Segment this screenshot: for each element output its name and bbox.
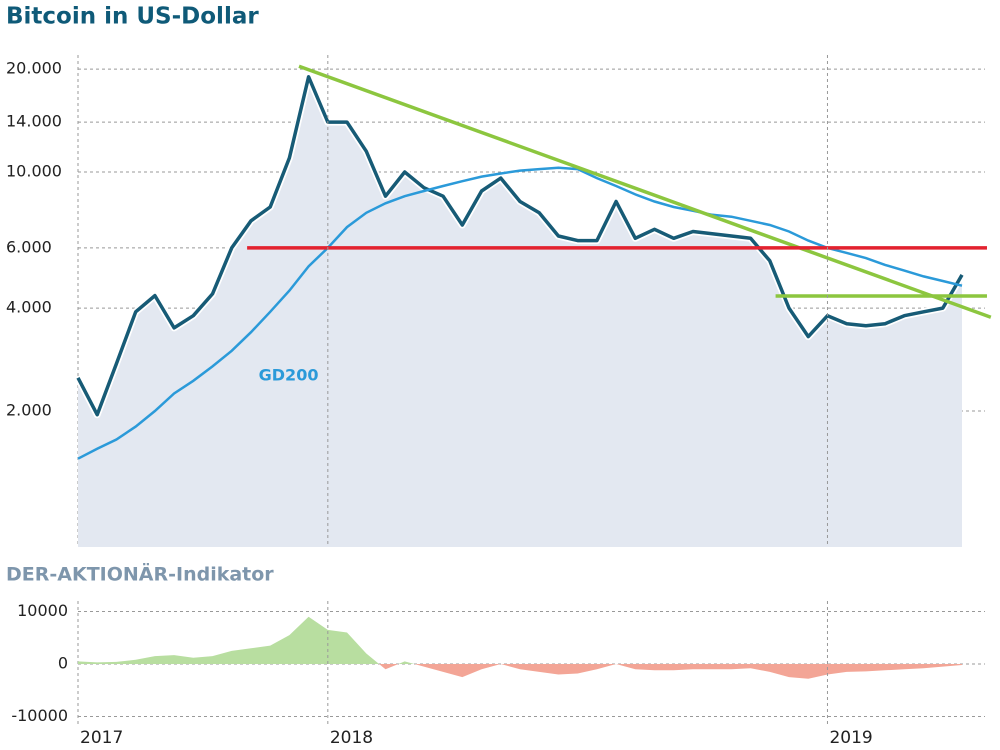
trend-line xyxy=(298,64,992,319)
y-tick-label: 20.000 xyxy=(6,59,62,78)
price-line xyxy=(76,75,964,417)
average-line xyxy=(77,166,963,460)
indicator-title: DER-AKTIONÄR-Indikator xyxy=(6,562,274,586)
y-tick-label: 2.000 xyxy=(6,400,52,419)
y-tick-label: -10000 xyxy=(11,706,68,725)
series-label: GD200 xyxy=(259,366,319,385)
y-tick-label: 6.000 xyxy=(6,237,52,256)
y-tick-label: 14.000 xyxy=(6,112,62,131)
y-tick-label: 10000 xyxy=(17,601,68,620)
indicator-negative xyxy=(78,664,962,679)
x-tick-label: 2018 xyxy=(330,728,373,748)
y-tick-label: 10.000 xyxy=(6,162,62,181)
indicator-positive xyxy=(78,616,962,664)
price-area xyxy=(78,76,962,548)
x-tick-label: 2019 xyxy=(829,728,872,748)
chart-title: Bitcoin in US-Dollar xyxy=(6,4,259,30)
y-tick-label: 4.000 xyxy=(6,298,52,317)
x-tick-label: 2017 xyxy=(80,728,123,748)
y-tick-label: 0 xyxy=(58,654,68,673)
